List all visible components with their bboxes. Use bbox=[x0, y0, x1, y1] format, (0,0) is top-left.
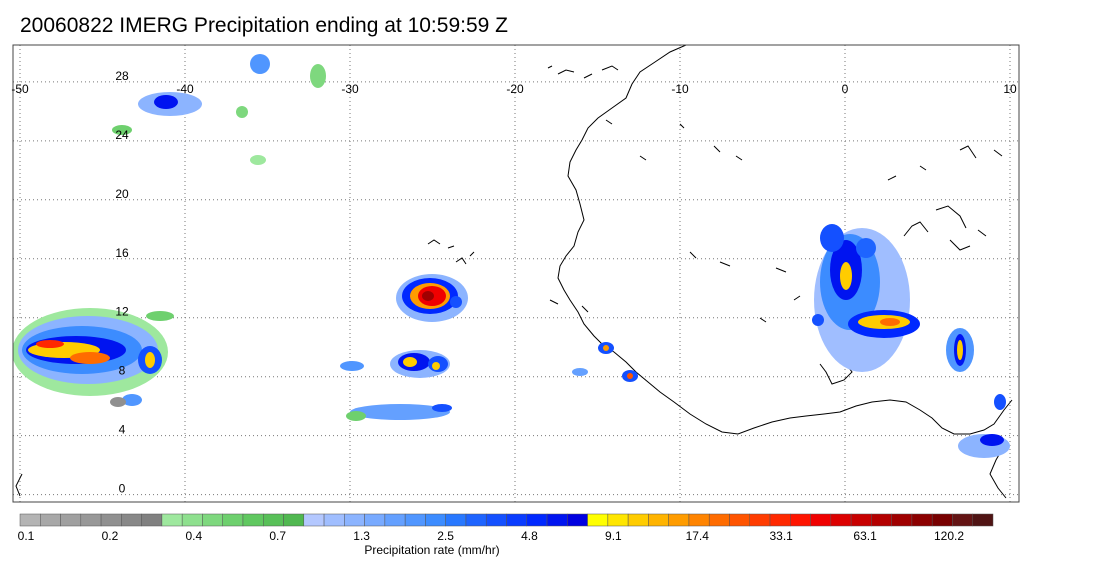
colorbar-swatch bbox=[323, 513, 345, 527]
colorbar-swatch bbox=[871, 513, 892, 527]
graticule-grid bbox=[13, 45, 1019, 502]
colorbar-swatch bbox=[222, 513, 244, 527]
colorbar-tick-label: 2.5 bbox=[437, 529, 454, 543]
colorbar-swatch bbox=[546, 513, 568, 527]
colorbar-swatch bbox=[384, 513, 406, 527]
colorbar-swatch bbox=[952, 513, 973, 527]
colorbar-swatch bbox=[242, 513, 264, 527]
colorbar-swatch bbox=[344, 513, 365, 527]
colorbar-swatch bbox=[60, 513, 82, 527]
colorbar-swatch bbox=[830, 513, 852, 527]
colorbar-swatch bbox=[283, 513, 305, 527]
colorbar-swatch bbox=[810, 513, 832, 527]
colorbar-tick-label: 120.2 bbox=[933, 529, 965, 543]
west-africa-coastline bbox=[557, 45, 1013, 435]
colorbar-swatch bbox=[121, 513, 142, 527]
colorbar-swatch bbox=[931, 513, 953, 527]
canary-islands bbox=[547, 65, 619, 79]
colorbar-tick-label: 0.4 bbox=[185, 529, 203, 543]
lat-tick-label: 20 bbox=[115, 187, 129, 201]
colorbar-swatch bbox=[506, 513, 528, 527]
lake-and-river-lines bbox=[15, 119, 1003, 497]
lon-tick-label: -20 bbox=[506, 82, 524, 96]
colorbar-swatch bbox=[749, 513, 771, 527]
colorbar-swatch bbox=[465, 513, 487, 527]
colorbar-tick-label: 9.1 bbox=[605, 529, 622, 543]
colorbar-swatch bbox=[668, 513, 690, 527]
colorbar-swatch bbox=[769, 513, 791, 527]
map-title: 20060822 IMERG Precipitation ending at 1… bbox=[20, 14, 508, 37]
colorbar-swatch bbox=[80, 513, 102, 527]
lat-tick-label: 12 bbox=[115, 305, 129, 319]
colorbar-swatch bbox=[100, 513, 122, 527]
colorbar-tick-label: 4.8 bbox=[521, 529, 538, 543]
colorbar-swatch bbox=[729, 513, 751, 527]
precip-system-west bbox=[13, 308, 174, 407]
colorbar-swatch bbox=[485, 513, 507, 527]
lon-tick-label: 0 bbox=[842, 82, 849, 96]
colorbar-swatch bbox=[161, 513, 183, 527]
lat-tick-label: 24 bbox=[115, 128, 129, 142]
colorbar-swatch bbox=[911, 513, 933, 527]
colorbar-swatch bbox=[404, 513, 426, 527]
colorbar-swatch bbox=[891, 513, 913, 527]
colorbar-tick-label: 0.2 bbox=[101, 529, 119, 543]
colorbar-tick-label: 0.1 bbox=[17, 529, 35, 543]
lon-tick-label: -50 bbox=[11, 82, 29, 96]
colorbar-swatch bbox=[790, 513, 811, 527]
colorbar-swatch bbox=[587, 513, 609, 527]
colorbar-swatch bbox=[648, 513, 669, 527]
precip-system-central bbox=[340, 274, 468, 421]
colorbar-swatch bbox=[19, 513, 41, 527]
colorbar-swatch bbox=[850, 513, 872, 527]
colorbar-swatch bbox=[445, 513, 467, 527]
colorbar-swatch bbox=[627, 513, 649, 527]
colorbar-swatch bbox=[40, 513, 61, 527]
lon-tick-label: -30 bbox=[341, 82, 359, 96]
colorbar-swatch bbox=[263, 513, 284, 527]
colorbar-swatch bbox=[607, 513, 629, 527]
precip-system-east bbox=[812, 224, 1010, 458]
colorbar-swatch bbox=[708, 513, 730, 527]
precip-coastal-cells bbox=[572, 342, 638, 382]
colorbar-swatch bbox=[141, 513, 163, 527]
colorbar-swatch bbox=[567, 513, 588, 527]
colorbar-tick-label: 63.1 bbox=[853, 529, 877, 543]
axis-tick-labels: -50 -40 -30 -20 -10 0 10 28 24 20 16 12 8 4 0 bbox=[11, 69, 1017, 496]
colorbar-tick-label: 0.7 bbox=[269, 529, 287, 543]
colorbar-tick-label: 1.3 bbox=[353, 529, 370, 543]
precip-scattered-northwest bbox=[112, 54, 326, 165]
lat-tick-label: 0 bbox=[119, 482, 126, 496]
colorbar-swatch bbox=[526, 513, 548, 527]
colorbar-tick-label: 33.1 bbox=[769, 529, 793, 543]
lon-tick-label: -10 bbox=[671, 82, 689, 96]
lat-tick-label: 4 bbox=[119, 423, 126, 437]
lat-tick-label: 8 bbox=[119, 364, 126, 378]
lon-tick-label: 10 bbox=[1003, 82, 1017, 96]
lat-tick-label: 28 bbox=[115, 69, 129, 83]
colorbar-caption: Precipitation rate (mm/hr) bbox=[364, 543, 500, 557]
map-frame bbox=[12, 44, 1020, 503]
colorbar-swatch bbox=[972, 513, 994, 527]
colorbar-swatch bbox=[364, 513, 386, 527]
colorbar-swatch bbox=[688, 513, 710, 527]
colorbar-swatch bbox=[303, 513, 325, 527]
lon-tick-label: -40 bbox=[176, 82, 194, 96]
colorbar-swatch bbox=[202, 513, 223, 527]
colorbar bbox=[19, 513, 994, 527]
cape-verde-islands bbox=[427, 239, 475, 265]
colorbar-swatch bbox=[181, 513, 203, 527]
colorbar-swatch bbox=[425, 513, 446, 527]
lat-tick-label: 16 bbox=[115, 246, 129, 260]
colorbar-tick-label: 17.4 bbox=[685, 529, 709, 543]
